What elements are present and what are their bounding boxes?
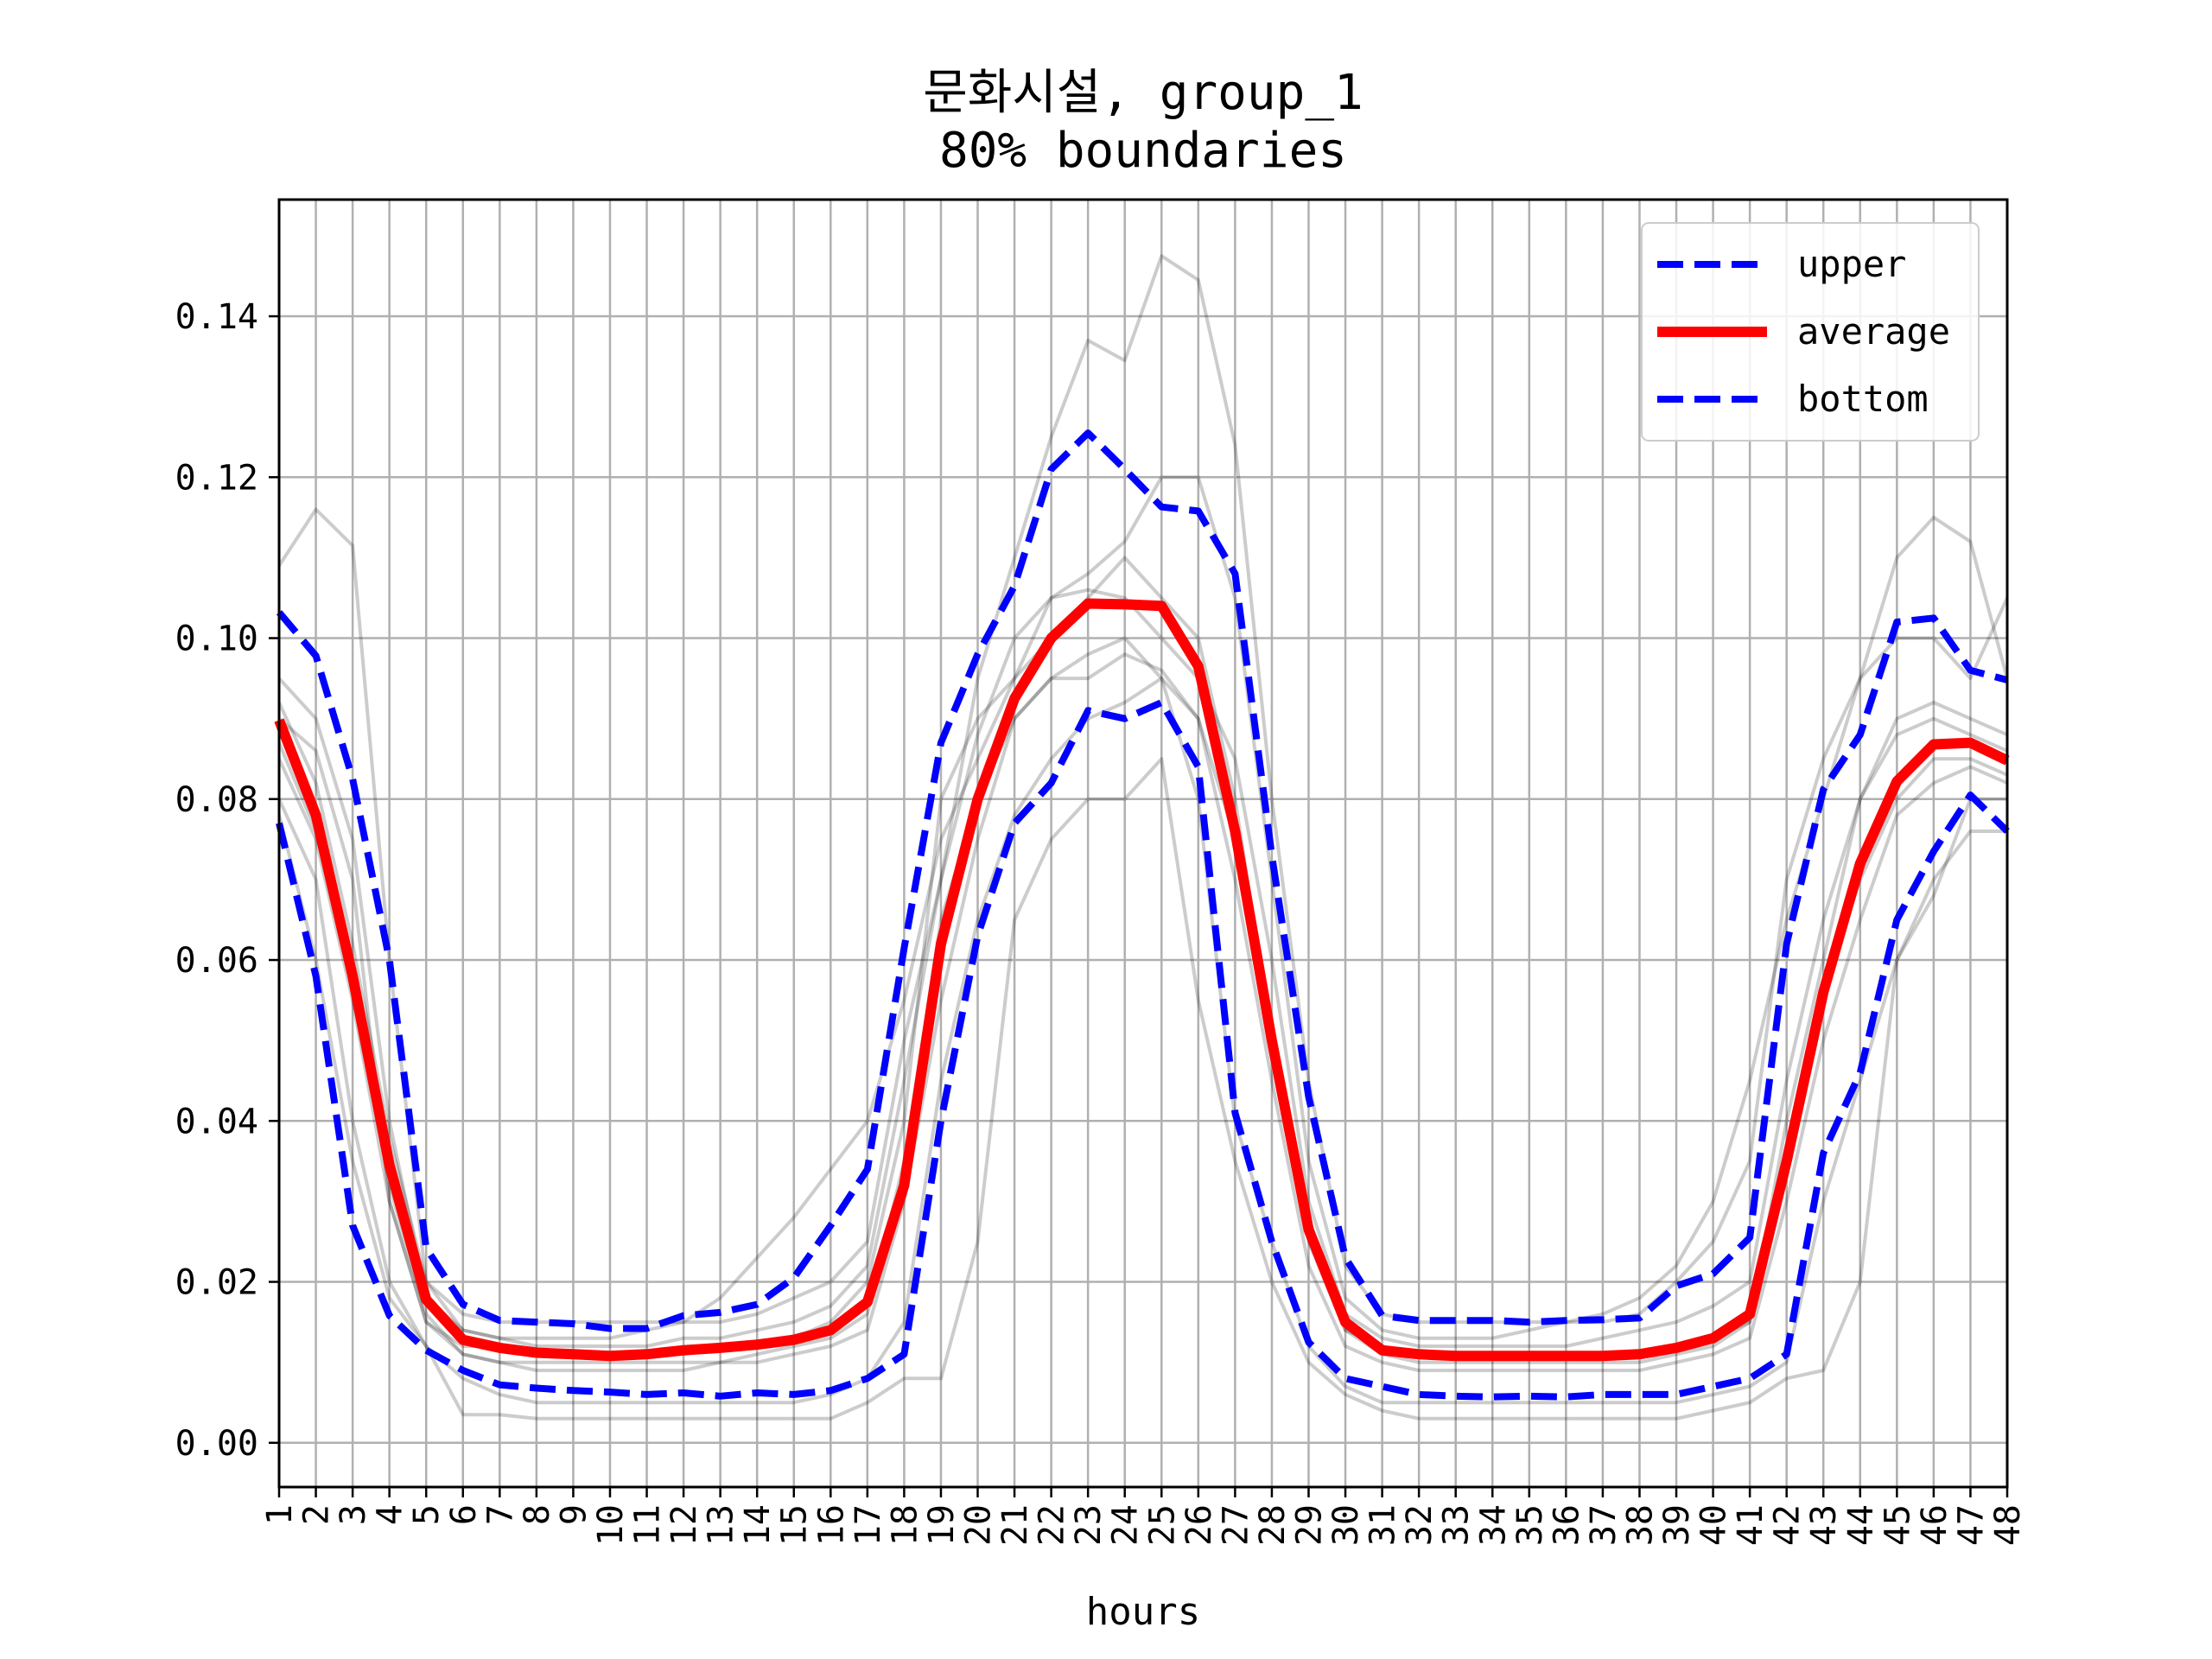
x-tick-label: 2 — [297, 1504, 337, 1525]
x-tick-label: 9 — [554, 1504, 594, 1525]
x-tick-label: 41 — [1731, 1504, 1770, 1546]
y-tick-label: 0.10 — [175, 620, 258, 659]
x-tick-label: 7 — [480, 1504, 520, 1525]
x-tick-label: 3 — [334, 1504, 373, 1525]
x-tick-label: 33 — [1437, 1504, 1477, 1546]
background-series-line-8 — [277, 652, 2008, 1364]
x-tick-label: 14 — [738, 1504, 778, 1546]
x-tick-label: 42 — [1768, 1504, 1808, 1546]
legend-label-bottom: bottom — [1797, 378, 1929, 420]
x-tick-label: 35 — [1510, 1504, 1550, 1546]
x-tick-label: 1 — [260, 1504, 300, 1525]
x-tick-label: 29 — [1289, 1504, 1329, 1546]
x-tick-label: 34 — [1473, 1504, 1513, 1546]
y-tick-label: 0.02 — [175, 1263, 258, 1303]
background-series-line-7 — [277, 588, 2008, 1348]
background-series-line-5 — [277, 636, 2008, 1372]
series-line-average — [274, 598, 2010, 1362]
x-tick-label: 47 — [1951, 1504, 1991, 1546]
legend-label-average: average — [1797, 310, 1950, 353]
x-tick-label: 30 — [1326, 1504, 1366, 1546]
x-tick-label: 36 — [1547, 1504, 1586, 1546]
background-series-line-3 — [277, 757, 2007, 1421]
x-tick-label: 38 — [1620, 1504, 1660, 1546]
x-tick-label: 10 — [591, 1504, 631, 1546]
x-tick-label: 32 — [1400, 1504, 1440, 1546]
chart-subtitle: 80% boundaries — [939, 123, 1347, 179]
x-tick-label: 19 — [922, 1504, 962, 1546]
x-tick-label: 39 — [1657, 1504, 1697, 1546]
series-line-bottom — [276, 699, 2010, 1401]
y-tick-label: 0.08 — [175, 780, 258, 820]
x-tick-label: 48 — [1988, 1504, 2028, 1546]
plot-frame — [277, 198, 2009, 1489]
x-axis-label: hours — [1086, 1590, 1200, 1634]
x-tick-label: 45 — [1878, 1504, 1917, 1546]
x-tick-label: 46 — [1915, 1504, 1955, 1546]
x-tick-label: 31 — [1363, 1504, 1403, 1546]
series-lines — [274, 429, 2010, 1401]
x-tick-label: 22 — [1033, 1504, 1072, 1546]
chart-title: 문화시설, group_1 — [923, 65, 1363, 121]
y-tick-label: 0.00 — [175, 1424, 258, 1464]
x-tick-label: 12 — [664, 1504, 704, 1546]
x-tick-label: 21 — [995, 1504, 1035, 1546]
x-tick-label: 25 — [1142, 1504, 1182, 1546]
x-tick-label: 24 — [1106, 1504, 1146, 1546]
x-tick-label: 4 — [371, 1504, 410, 1525]
background-series-line-4 — [277, 475, 2009, 1340]
x-tick-label: 13 — [702, 1504, 741, 1546]
legend-label-upper: upper — [1797, 243, 1906, 285]
x-axis-ticks: 1234567891011121314151617181920212223242… — [260, 1487, 2028, 1546]
x-tick-label: 15 — [775, 1504, 815, 1546]
x-tick-label: 6 — [444, 1504, 484, 1525]
x-tick-label: 27 — [1216, 1504, 1255, 1546]
x-tick-label: 11 — [628, 1504, 668, 1546]
y-tick-label: 0.06 — [175, 941, 258, 981]
x-tick-label: 5 — [407, 1504, 447, 1525]
legend: upper average bottom — [1641, 222, 1980, 442]
x-tick-label: 28 — [1253, 1504, 1293, 1546]
x-tick-label: 26 — [1179, 1504, 1219, 1546]
grid-lines — [277, 200, 2009, 1487]
x-tick-label: 44 — [1841, 1504, 1881, 1546]
series-line-upper — [276, 429, 2009, 1332]
x-tick-label: 18 — [885, 1504, 925, 1546]
x-tick-label: 17 — [849, 1504, 888, 1546]
x-tick-label: 40 — [1694, 1504, 1734, 1546]
x-tick-label: 43 — [1804, 1504, 1844, 1546]
y-tick-label: 0.04 — [175, 1102, 258, 1141]
y-axis-ticks: 0.00 0.02 0.04 0.06 0.08 0.10 0.12 0.14 — [175, 297, 279, 1464]
x-tick-label: 37 — [1584, 1504, 1624, 1546]
x-tick-label: 23 — [1069, 1504, 1109, 1546]
y-tick-label: 0.14 — [175, 297, 258, 337]
x-tick-label: 8 — [518, 1504, 557, 1525]
y-tick-label: 0.12 — [175, 458, 258, 498]
background-series-line-6 — [277, 677, 2007, 1405]
x-tick-label: 20 — [959, 1504, 999, 1546]
x-tick-label: 16 — [811, 1504, 851, 1546]
legend-box — [1641, 222, 1980, 442]
